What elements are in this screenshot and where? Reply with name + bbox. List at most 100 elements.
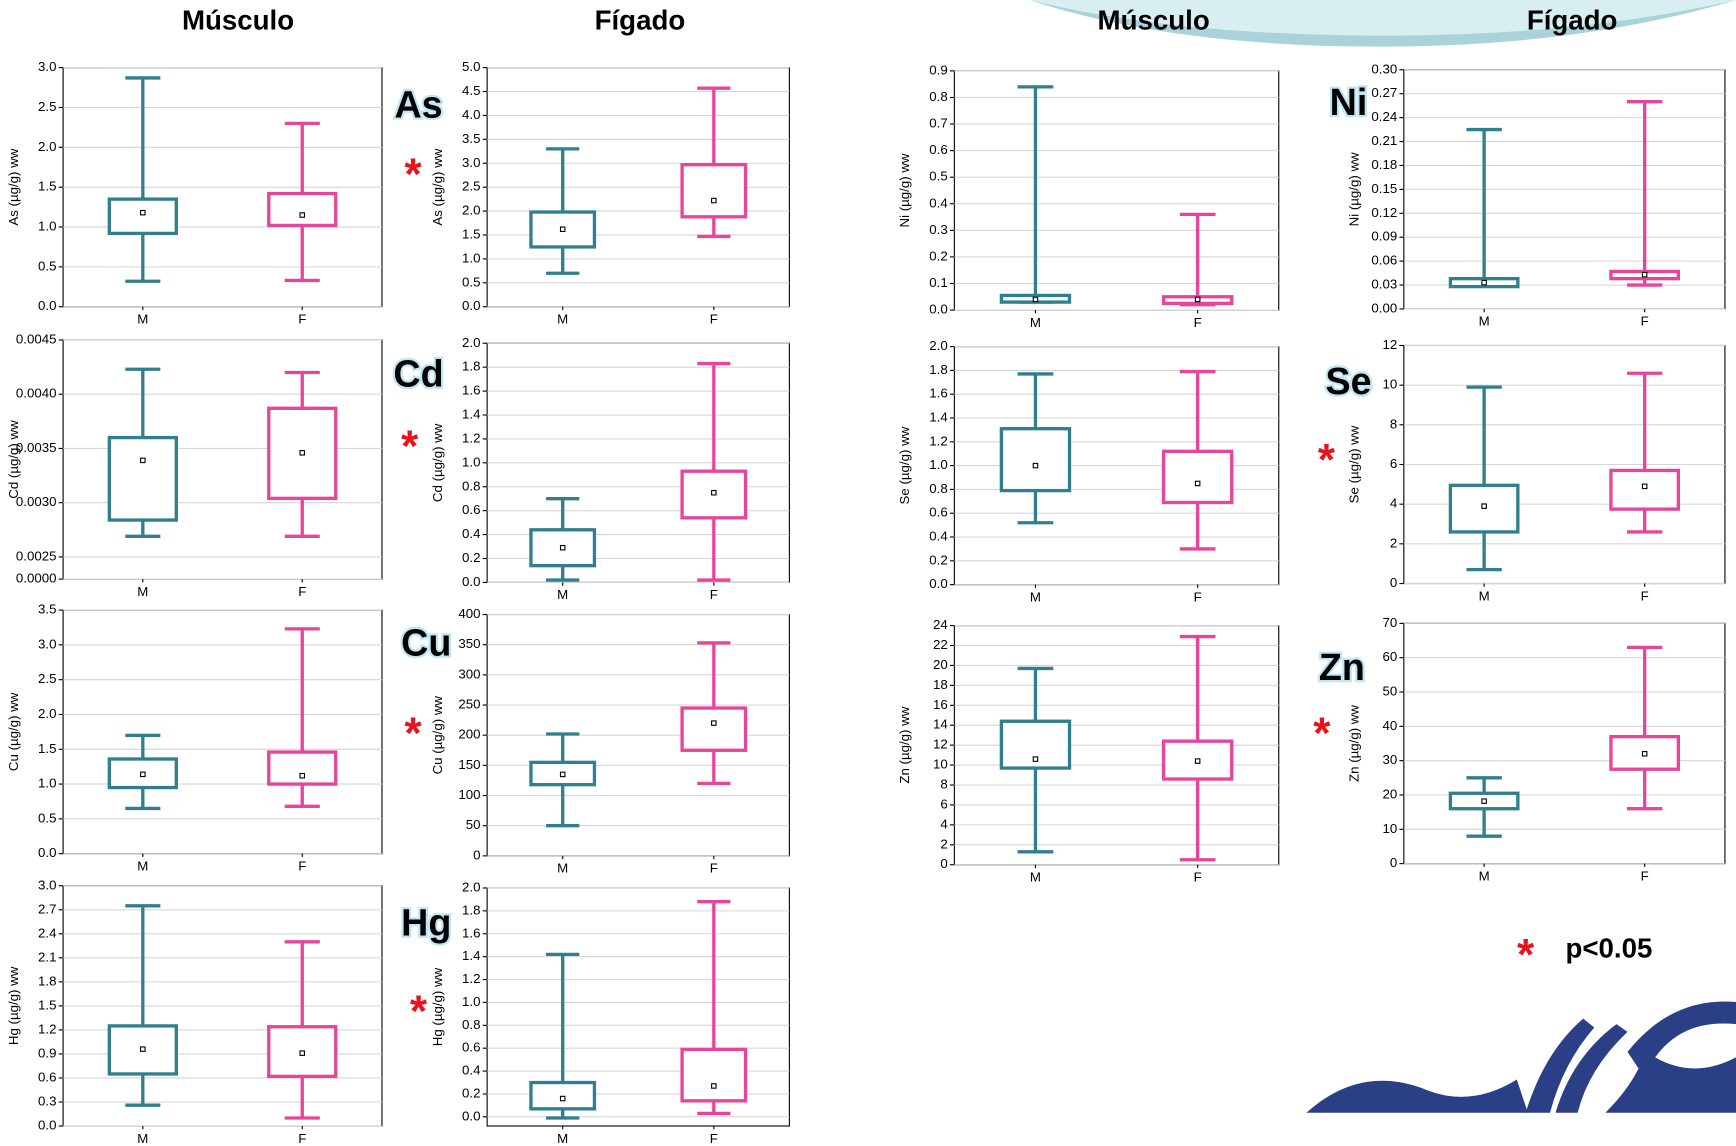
column-header: Fígado [595,5,686,36]
y-tick-label: 1.5 [38,179,56,194]
y-tick-label: 8 [1390,416,1397,431]
y-tick-label: 2.0 [38,706,56,721]
y-tick-label: 0.4 [462,526,480,541]
box-chart: 0.00.20.40.60.81.01.21.41.61.82.0Hg (µg/… [430,879,789,1145]
x-tick-label: M [557,587,568,602]
y-tick-label: 2.5 [38,671,56,686]
box-point [712,1084,716,1088]
y-tick-label: 2.0 [929,338,947,353]
y-axis-label: Se (µg/g) ww [1347,425,1362,503]
x-tick-label: F [298,1131,306,1146]
y-tick-label: 0.0035 [16,440,57,455]
significance-star: * [410,987,428,1036]
y-tick-label: 22 [933,637,948,652]
box [531,1083,594,1109]
y-tick-label: 1.5 [462,227,480,242]
y-tick-label: 1.0 [462,250,480,265]
box [1611,470,1678,509]
x-tick-label: F [1641,588,1649,603]
y-tick-label: 0.8 [929,481,947,496]
element-label: As [394,83,442,125]
page: MúsculoFígadoMúsculoFígadoAs**Cd**Cu**Hg… [0,0,1736,1146]
box [1001,429,1069,491]
y-tick-label: 0.0 [38,845,56,860]
y-tick-label: 3.5 [38,602,56,617]
box [109,199,176,233]
y-tick-label: 1.8 [462,359,480,374]
y-tick-label: 100 [458,787,480,802]
box-point [300,451,304,455]
y-tick-label: 0.3 [929,222,947,237]
y-tick-label: 0 [473,847,480,862]
box-chart: 0.00.51.01.52.02.53.0As (µg/g) wwMF [6,59,382,326]
box-chart: 0.00.51.01.52.02.53.03.5Cu (µg/g) wwMF [6,602,382,874]
y-tick-label: 4.5 [462,83,480,98]
box-point [1033,297,1037,301]
y-axis-label: Cd (µg/g) ww [430,423,445,502]
significance-star: * [1313,709,1331,758]
box-point [141,458,145,462]
x-tick-label: F [710,312,718,327]
x-tick-label: F [298,584,306,599]
y-tick-label: 0.2 [929,248,947,263]
box-point [1482,280,1486,284]
y-tick-label: 0.9 [929,62,947,77]
y-tick-label: 1.8 [38,973,56,988]
y-tick-label: 6 [940,796,947,811]
y-tick-label: 12 [1382,337,1397,352]
element-label: Se [1325,360,1371,402]
y-tick-label: 0.1 [929,275,947,290]
x-tick-label: F [710,861,718,876]
element-label: Hg [401,902,451,944]
column-header: Músculo [182,5,294,36]
y-tick-label: 0.4 [929,195,947,210]
column-header: Fígado [1527,5,1618,36]
y-tick-label: 1.8 [929,362,947,377]
y-tick-label: 3.0 [38,636,56,651]
y-tick-label: 0.6 [929,142,947,157]
y-tick-label: 2.5 [462,179,480,194]
box [682,708,745,750]
y-tick-label: 30 [1382,752,1397,767]
box-point [300,774,304,778]
y-tick-label: 1.2 [929,433,947,448]
box-point [1482,504,1486,508]
legend-text: p<0.05 [1566,932,1653,963]
box-point [141,210,145,214]
y-tick-label: 2.4 [38,925,56,940]
x-tick-label: M [1030,589,1041,604]
y-tick-label: 1.4 [462,407,480,422]
x-tick-label: F [1194,870,1202,885]
y-tick-label: 50 [1382,684,1397,699]
x-tick-label: F [1641,868,1649,883]
y-tick-label: 16 [933,697,948,712]
x-tick-label: M [1030,315,1041,330]
y-tick-label: 0.6 [38,1069,56,1084]
box-point [300,1051,304,1055]
y-tick-label: 1.0 [462,454,480,469]
box-point [560,546,564,550]
x-tick-label: F [298,858,306,873]
y-tick-label: 1.6 [462,925,480,940]
y-tick-label: 18 [933,677,948,692]
x-tick-label: F [1194,589,1202,604]
box-point [1642,484,1646,488]
y-axis-label: Cd (µg/g) ww [6,420,21,499]
box-point [1642,272,1646,276]
x-tick-label: M [1479,314,1490,329]
box [109,438,176,520]
y-axis-label: Hg (µg/g) ww [430,967,445,1046]
y-tick-label: 20 [933,657,948,672]
y-tick-label: 2.0 [38,139,56,154]
y-tick-label: 0.9 [38,1045,56,1060]
box [269,752,336,784]
box [682,1049,745,1100]
y-axis-label: Ni (µg/g) ww [1347,152,1362,226]
box-point [712,491,716,495]
y-tick-label: 0.21 [1371,133,1397,148]
y-tick-label: 24 [933,617,948,632]
column-header: Músculo [1098,5,1210,36]
y-tick-label: 5.0 [462,59,480,74]
y-tick-label: 0.0000 [16,571,57,586]
